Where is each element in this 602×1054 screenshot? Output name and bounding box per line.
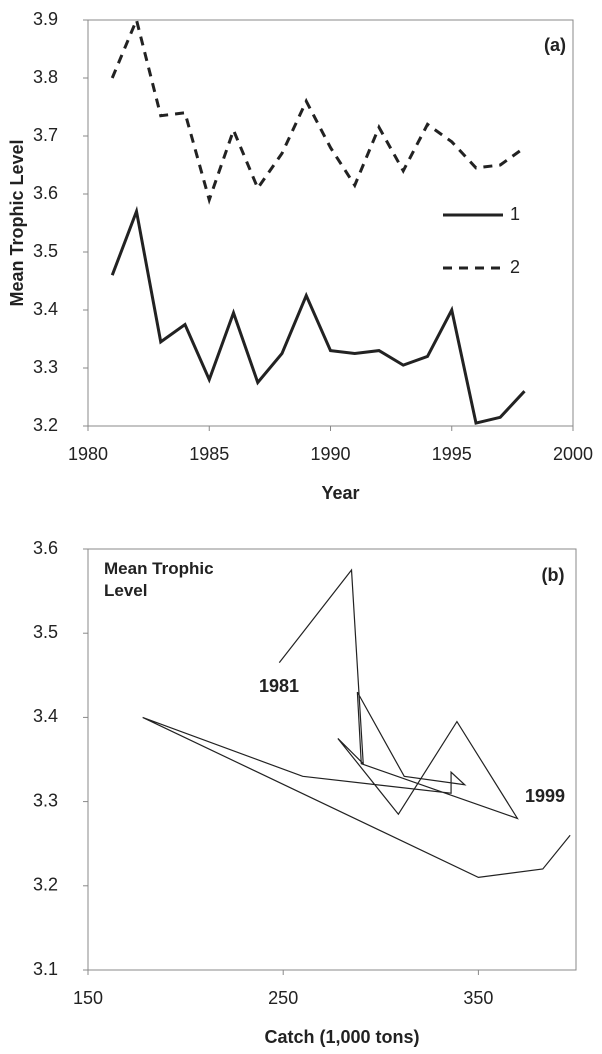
x-tick-label: 1995: [432, 444, 472, 464]
y-tick-label: 3.3: [33, 790, 58, 810]
y-axis-title: Mean Trophic Level: [7, 139, 27, 306]
y-tick-label: 3.6: [33, 183, 58, 203]
y-tick-label: 3.5: [33, 622, 58, 642]
y-axis-title: Mean Trophic Level: [104, 559, 214, 600]
x-axis-title: Catch (1,000 tons): [264, 1027, 419, 1047]
y-tick-label: 3.3: [33, 357, 58, 377]
data-line: [142, 568, 571, 878]
plot-frame: [87, 19, 574, 427]
data-line: [110, 205, 526, 425]
y-tick-label: 3.4: [33, 706, 58, 726]
y-tick-label: 3.5: [33, 241, 58, 261]
plot-frame: [87, 548, 577, 971]
x-tick-label: 150: [73, 988, 103, 1008]
y-tick-label: 3.2: [33, 415, 58, 435]
x-tick-label: 350: [463, 988, 493, 1008]
x-tick-label: 1990: [310, 444, 350, 464]
y-tick-label: 3.8: [33, 67, 58, 87]
annotation: 1981: [259, 676, 299, 696]
legend-label: 1: [510, 204, 520, 224]
y-tick-label: 3.4: [33, 299, 58, 319]
y-tick-label: 3.6: [33, 538, 58, 558]
annotation: (b): [542, 565, 565, 585]
y-tick-label: 3.2: [33, 875, 58, 895]
x-tick-label: 2000: [553, 444, 593, 464]
x-tick-label: 250: [268, 988, 298, 1008]
legend-label: 2: [510, 257, 520, 277]
y-tick-label: 3.7: [33, 125, 58, 145]
x-axis-title: Year: [321, 483, 359, 503]
x-tick-label: 1985: [189, 444, 229, 464]
x-tick-label: 1980: [68, 444, 108, 464]
annotation: 1999: [525, 786, 565, 806]
data-line: [110, 15, 526, 205]
annotation: (a): [544, 35, 566, 55]
y-tick-label: 3.1: [33, 959, 58, 979]
y-tick-label: 3.9: [33, 9, 58, 29]
